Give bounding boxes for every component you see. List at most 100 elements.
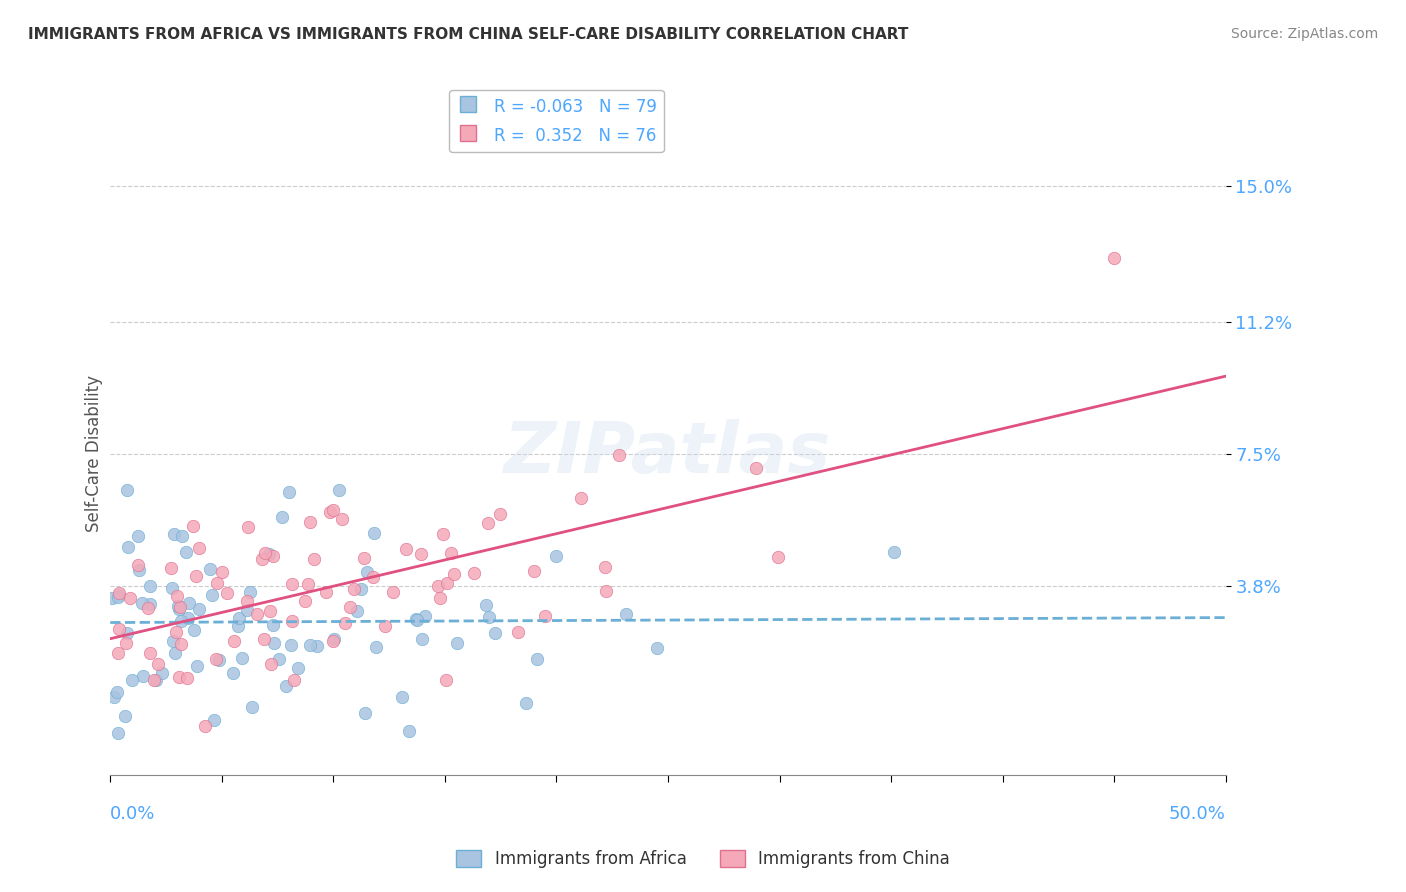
Point	[240, 700, 263, 714]
Point	[162, 634, 184, 648]
Point	[127, 558, 149, 573]
Point	[315, 585, 337, 599]
Point	[136, 600, 159, 615]
Point	[236, 520, 259, 534]
Point	[515, 696, 537, 710]
Point	[382, 584, 405, 599]
Point	[167, 601, 190, 615]
Point	[239, 585, 262, 599]
Point	[647, 640, 669, 655]
Point	[163, 527, 186, 541]
Point	[170, 636, 193, 650]
Point	[127, 529, 149, 543]
Point	[274, 679, 297, 693]
Point	[262, 618, 284, 632]
Point	[222, 665, 245, 680]
Point	[1102, 251, 1125, 265]
Point	[508, 624, 530, 639]
Point	[322, 502, 344, 516]
Point	[200, 562, 222, 576]
Point	[429, 591, 451, 605]
Point	[108, 588, 131, 602]
Point	[118, 591, 141, 605]
Point	[297, 576, 319, 591]
Point	[463, 566, 485, 580]
Point	[523, 565, 546, 579]
Point	[228, 611, 250, 625]
Point	[489, 507, 512, 521]
Point	[546, 549, 568, 563]
Point	[406, 613, 429, 627]
Point	[343, 582, 366, 597]
Point	[262, 549, 284, 563]
Point	[138, 646, 160, 660]
Point	[107, 590, 129, 604]
Point	[328, 483, 350, 497]
Point	[534, 608, 557, 623]
Point	[446, 636, 468, 650]
Point	[607, 448, 630, 462]
Point	[350, 582, 373, 596]
Point	[744, 460, 766, 475]
Point	[440, 546, 463, 560]
Legend: Immigrants from Africa, Immigrants from China: Immigrants from Africa, Immigrants from …	[450, 843, 956, 875]
Point	[281, 614, 304, 628]
Point	[205, 575, 228, 590]
Text: 0.0%: 0.0%	[110, 805, 156, 823]
Point	[160, 581, 183, 595]
Point	[333, 616, 356, 631]
Point	[356, 565, 378, 579]
Point	[253, 632, 276, 647]
Point	[391, 690, 413, 705]
Point	[305, 640, 328, 654]
Point	[287, 660, 309, 674]
Point	[353, 550, 375, 565]
Point	[436, 575, 458, 590]
Point	[148, 657, 170, 672]
Point	[322, 633, 344, 648]
Point	[427, 579, 450, 593]
Y-axis label: Self-Care Disability: Self-Care Disability	[86, 376, 103, 533]
Point	[475, 598, 498, 612]
Point	[477, 609, 499, 624]
Point	[432, 526, 454, 541]
Point	[107, 726, 129, 740]
Point	[165, 625, 187, 640]
Point	[145, 673, 167, 687]
Point	[169, 600, 191, 615]
Point	[170, 529, 193, 543]
Point	[443, 566, 465, 581]
Point	[139, 578, 162, 592]
Text: Source: ZipAtlas.com: Source: ZipAtlas.com	[1230, 27, 1378, 41]
Point	[283, 673, 305, 687]
Point	[143, 673, 166, 688]
Point	[319, 505, 342, 519]
Point	[183, 623, 205, 637]
Point	[105, 684, 128, 698]
Point	[614, 607, 637, 621]
Point	[595, 583, 617, 598]
Point	[364, 640, 387, 654]
Point	[299, 515, 322, 529]
Point	[138, 597, 160, 611]
Point	[259, 547, 281, 561]
Point	[250, 551, 273, 566]
Point	[169, 614, 191, 628]
Point	[302, 551, 325, 566]
Point	[484, 625, 506, 640]
Point	[128, 563, 150, 577]
Point	[569, 491, 592, 505]
Point	[165, 646, 187, 660]
Point	[354, 706, 377, 720]
Point	[259, 604, 281, 618]
Point	[269, 652, 291, 666]
Point	[188, 601, 211, 615]
Point	[166, 589, 188, 603]
Point	[188, 541, 211, 556]
Legend: R = -0.063   N = 79, R =  0.352   N = 76: R = -0.063 N = 79, R = 0.352 N = 76	[449, 90, 664, 153]
Point	[222, 634, 245, 648]
Point	[107, 646, 129, 660]
Point	[231, 650, 253, 665]
Point	[103, 690, 125, 705]
Point	[117, 540, 139, 554]
